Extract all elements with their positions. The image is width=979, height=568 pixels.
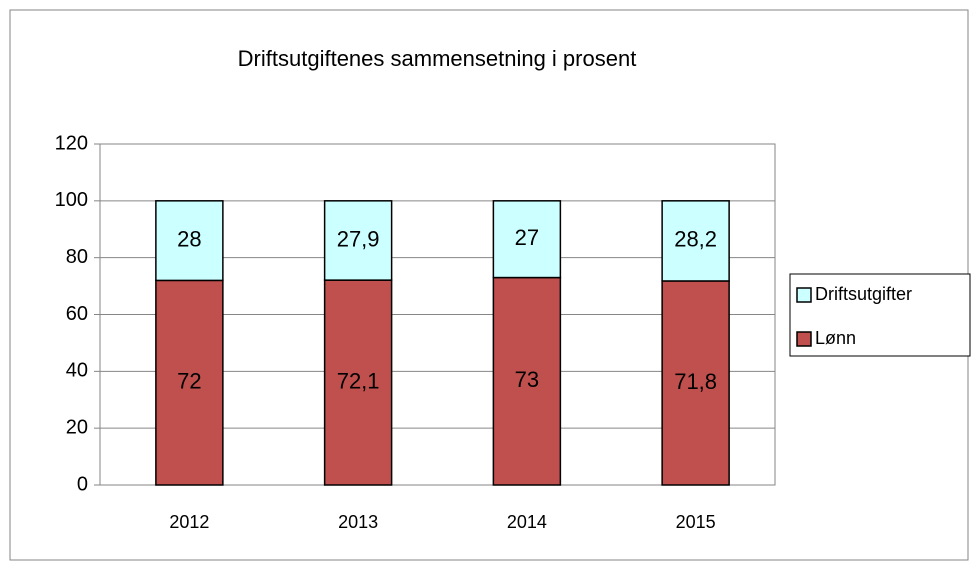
chart-title: Driftsutgiftenes sammensetning i prosent [238, 46, 637, 71]
y-tick-label: 40 [66, 360, 88, 382]
bar-segment [323, 279, 393, 486]
bar-segment [661, 200, 730, 282]
data-label: 73 [515, 367, 539, 392]
legend-swatch [796, 331, 812, 347]
data-label: 71,8 [674, 369, 717, 394]
x-tick-label: 2014 [507, 512, 547, 532]
y-tick-label: 120 [55, 132, 88, 154]
bar-segment [155, 200, 224, 282]
y-tick-label: 100 [55, 189, 88, 211]
bar-segment [323, 200, 393, 281]
legend-swatch [796, 287, 812, 303]
data-label: 72 [177, 369, 201, 394]
x-tick-label: 2012 [169, 512, 209, 532]
bar-segment [661, 280, 730, 486]
y-tick-label: 80 [66, 246, 88, 268]
legend-label: Lønn [815, 328, 856, 348]
x-tick-label: 2015 [676, 512, 716, 532]
data-label: 72,1 [337, 368, 380, 393]
x-tick-label: 2013 [338, 512, 378, 532]
y-tick-label: 60 [66, 303, 88, 325]
legend-label: Driftsutgifter [815, 284, 912, 304]
y-tick-label: 0 [77, 473, 88, 495]
bar-segment [492, 200, 562, 279]
bar-segment [155, 279, 224, 486]
legend-box [789, 273, 971, 357]
data-label: 27 [515, 225, 539, 250]
data-label: 28,2 [674, 227, 717, 252]
y-tick-label: 20 [66, 416, 88, 438]
data-label: 28 [177, 226, 201, 251]
data-label: 27,9 [337, 226, 380, 251]
